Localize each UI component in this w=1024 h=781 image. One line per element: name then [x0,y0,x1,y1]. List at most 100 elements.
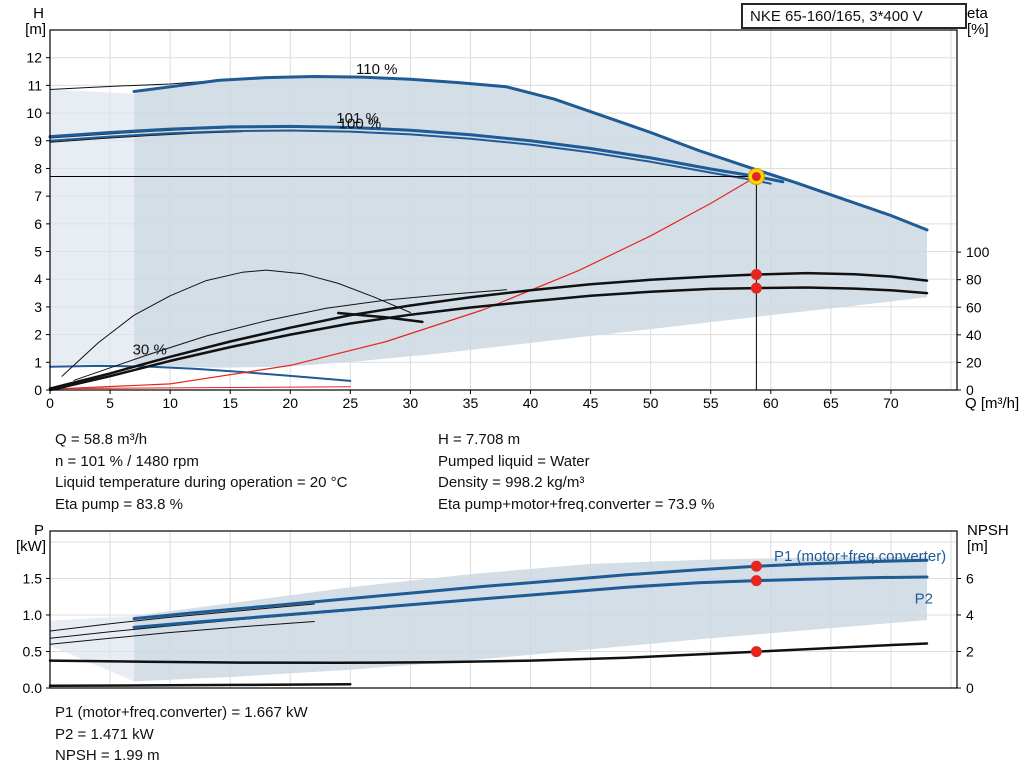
left-axis-tick-label: 0 [34,382,42,398]
operating-data-right-column: H = 7.708 m Pumped liquid = Water Densit… [438,429,714,515]
eta-total-curve [48,286,929,392]
left-axis-tick-label: 0.5 [23,643,43,659]
axis-label: Q [m³/h] [965,395,1019,412]
speed-curve-110 [132,75,929,232]
info-line-p1: P1 (motor+freq.converter) = 1.667 kW [55,704,308,721]
operating-envelope [134,76,928,368]
power-envelope-left [50,615,135,682]
operating-data-block: Q = 58.8 m³/h n = 101 % / 1480 rpm Liqui… [55,429,965,515]
info-line-liquid: Pumped liquid = Water [438,452,590,470]
curve-label: 100 % [339,115,382,132]
info-line-npsh: NPSH = 1.99 m [55,747,160,764]
p-thin-a [49,603,315,632]
power-npsh-chart: 0.0 0.5 1.0 1.5 0 2 4 6 P1 (motor+freq.converter… [16,522,1009,696]
eta-pump-point [750,269,762,281]
p-30-curve [48,683,352,687]
left-axis-tick-label: 9 [34,133,42,149]
info-line-head: H = 7.708 m [438,431,521,448]
info-line-temperature: Liquid temperature during operation = 20… [55,474,348,491]
left-axis-tick-label: 10 [26,105,42,121]
x-axis-tick-label: 50 [643,395,659,411]
right-axis-tick-label: 4 [966,607,974,623]
right-axis-tick-label: 100 [966,244,990,260]
eta-pump-curve [48,271,929,390]
pump-model-title-box: NKE 65-160/165, 3*400 V [741,3,967,29]
x-axis-tick-label: 15 [222,395,238,411]
left-axis-tick-label: 12 [26,50,42,66]
speed-curve-101 [48,124,785,184]
left-axis-tick-label: 6 [34,216,42,232]
info-line-speed: n = 101 % / 1480 rpm [55,452,199,470]
qh-eta-chart: 0 5 10 15 20 25 30 35 40 45 50 55 60 65 70012345678910… [25,5,1019,412]
x-axis-tick-label: 40 [523,395,539,411]
x-axis-tick-label: 45 [583,395,599,411]
right-axis-tick-label: 0 [966,680,974,696]
axis-label: eta [967,5,989,22]
p2-point [750,575,762,587]
speed-curve-30 [49,364,352,382]
plot-frame [49,29,958,391]
p1-curve [132,558,929,621]
plot-frame [49,530,958,689]
system-curve-low [49,386,351,390]
right-axis-tick-label: 6 [966,570,974,586]
right-axis-tick-label: 0 [966,382,974,398]
left-axis-tick-label: 5 [34,244,42,260]
left-axis-tick-label: 1 [34,354,42,370]
speed-curve-100 [49,129,772,185]
x-axis-tick-label: 65 [823,395,839,411]
operating-data-left-column: Q = 58.8 m³/h n = 101 % / 1480 rpm Liqui… [55,429,965,515]
info-line-eta-pump: Eta pump = 83.8 % [55,495,183,513]
axis-label: [m] [25,21,46,38]
p1-point [750,560,762,572]
pump-model-title: NKE 65-160/165, 3*400 V [750,7,923,25]
left-axis-tick-label: 2 [34,327,42,343]
left-axis-tick-label: 8 [34,160,42,176]
left-axis-tick-label: 11 [27,77,42,93]
axis-label: [kW] [16,538,46,555]
eta-curve-small [61,269,411,377]
curve-label: 110 % [356,61,397,78]
right-axis-tick-label: 20 [966,354,982,370]
x-axis-tick-label: 70 [883,395,899,411]
curve-label: P2 [915,590,933,607]
x-axis-tick-label: 30 [403,395,419,411]
npsh-point [750,646,762,658]
axis-label: P [34,522,44,539]
curve-label: 30 % [133,342,167,359]
info-line-flow: Q = 58.8 m³/h [55,431,148,448]
speed-curve-110-thin [49,79,219,90]
curve-label: 101 % [336,110,379,127]
info-line-p2: P2 = 1.471 kW [55,725,154,743]
info-line-eta-total: Eta pump+motor+freq.converter = 73.9 % [438,495,715,513]
axis-label: [m] [967,538,988,555]
right-axis-tick-label: 80 [966,272,982,288]
x-axis-tick-label: 35 [463,395,479,411]
operating-envelope-left [50,89,135,366]
right-axis-tick-label: 40 [966,327,982,343]
power-envelope [134,556,928,682]
x-axis-tick-label: 10 [162,395,178,411]
left-axis-tick-label: 1.0 [23,607,43,623]
x-axis-tick-label: 0 [46,395,54,411]
axis-label: [%] [967,21,989,38]
x-axis-tick-label: 60 [763,395,779,411]
npsh-curve [48,642,929,665]
axis-label: NPSH [967,522,1009,539]
left-axis-tick-label: 0.0 [23,680,43,696]
right-axis-tick-label: 2 [966,643,974,659]
curve-label: P1 (motor+freq.converter) [774,548,946,565]
eta-curve-thin [73,289,507,381]
eta-total-point [750,282,762,294]
axis-label: H [33,5,44,22]
x-axis-tick-label: 25 [343,395,359,411]
left-axis-tick-label: 3 [34,299,42,315]
system-curve [49,175,758,390]
left-axis-tick-label: 1.5 [23,570,43,586]
p2-curve [132,575,929,629]
p-thin-c [49,621,315,645]
x-axis-tick-label: 20 [282,395,298,411]
right-axis-tick-label: 60 [966,299,982,315]
